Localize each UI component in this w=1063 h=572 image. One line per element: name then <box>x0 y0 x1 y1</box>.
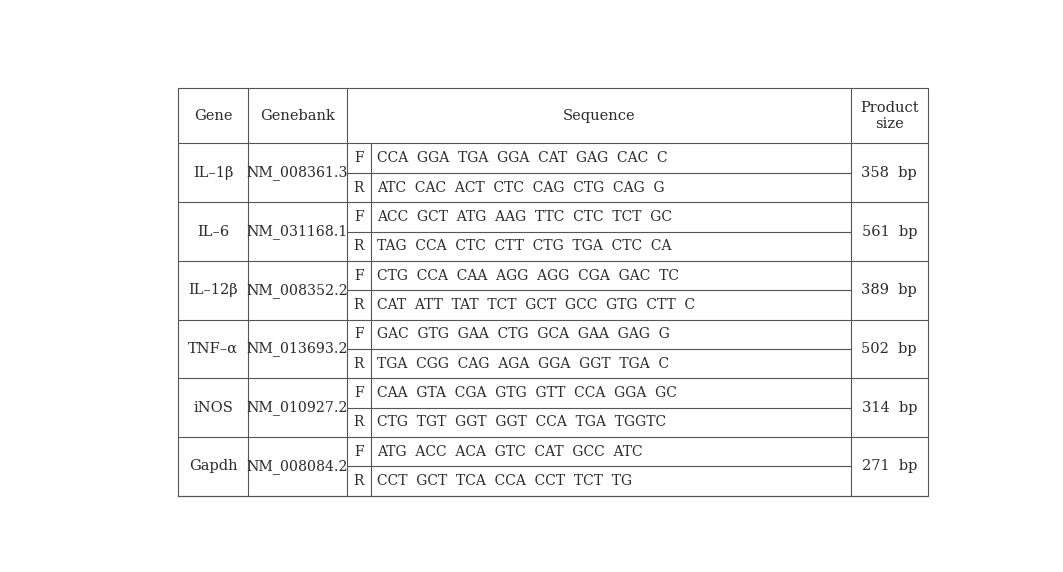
Text: F: F <box>354 327 364 341</box>
Text: CCA  GGA  TGA  GGA  CAT  GAG  CAC  C: CCA GGA TGA GGA CAT GAG CAC C <box>377 151 668 165</box>
Text: R: R <box>354 239 364 253</box>
Text: ATG  ACC  ACA  GTC  CAT  GCC  ATC: ATG ACC ACA GTC CAT GCC ATC <box>377 445 643 459</box>
Text: F: F <box>354 445 364 459</box>
Text: Gapdh: Gapdh <box>189 459 237 474</box>
Text: CAA  GTA  CGA  GTG  GTT  CCA  GGA  GC: CAA GTA CGA GTG GTT CCA GGA GC <box>377 386 677 400</box>
Text: R: R <box>354 298 364 312</box>
Text: IL–12β: IL–12β <box>188 283 238 297</box>
Text: CTG  TGT  GGT  GGT  CCA  TGA  TGGTC: CTG TGT GGT GGT CCA TGA TGGTC <box>377 415 667 430</box>
Text: TGA  CGG  CAG  AGA  GGA  GGT  TGA  C: TGA CGG CAG AGA GGA GGT TGA C <box>377 357 670 371</box>
Text: R: R <box>354 357 364 371</box>
Text: GAC  GTG  GAA  CTG  GCA  GAA  GAG  G: GAC GTG GAA CTG GCA GAA GAG G <box>377 327 671 341</box>
Text: F: F <box>354 386 364 400</box>
Text: F: F <box>354 210 364 224</box>
Text: 561  bp: 561 bp <box>861 225 917 239</box>
Text: CCT  GCT  TCA  CCA  CCT  TCT  TG: CCT GCT TCA CCA CCT TCT TG <box>377 474 632 488</box>
Text: 358  bp: 358 bp <box>861 166 917 180</box>
Text: F: F <box>354 269 364 283</box>
Text: Product
size: Product size <box>860 101 918 131</box>
Text: 389  bp: 389 bp <box>861 283 917 297</box>
Text: CAT  ATT  TAT  TCT  GCT  GCC  GTG  CTT  C: CAT ATT TAT TCT GCT GCC GTG CTT C <box>377 298 695 312</box>
Text: ATC  CAC  ACT  CTC  CAG  CTG  CAG  G: ATC CAC ACT CTC CAG CTG CAG G <box>377 181 665 194</box>
Text: TNF–α: TNF–α <box>188 342 238 356</box>
Text: 314  bp: 314 bp <box>861 401 917 415</box>
Text: NM_013693.2: NM_013693.2 <box>247 341 349 356</box>
Text: IL–6: IL–6 <box>197 225 230 239</box>
Text: NM_008352.2: NM_008352.2 <box>247 283 349 298</box>
Text: Genebank: Genebank <box>260 109 335 123</box>
Text: 502  bp: 502 bp <box>861 342 917 356</box>
Text: F: F <box>354 151 364 165</box>
Text: NM_031168.1: NM_031168.1 <box>247 224 348 239</box>
Text: CTG  CCA  CAA  AGG  AGG  CGA  GAC  TC: CTG CCA CAA AGG AGG CGA GAC TC <box>377 269 679 283</box>
Text: Gene: Gene <box>193 109 233 123</box>
Text: iNOS: iNOS <box>193 401 233 415</box>
Text: NM_008084.2: NM_008084.2 <box>247 459 349 474</box>
Text: Sequence: Sequence <box>562 109 635 123</box>
Text: NM_008361.3: NM_008361.3 <box>247 165 349 180</box>
Text: TAG  CCA  CTC  CTT  CTG  TGA  CTC  CA: TAG CCA CTC CTT CTG TGA CTC CA <box>377 239 672 253</box>
Text: R: R <box>354 474 364 488</box>
Text: 271  bp: 271 bp <box>862 459 917 474</box>
Text: NM_010927.2: NM_010927.2 <box>247 400 349 415</box>
Text: IL–1β: IL–1β <box>192 166 233 180</box>
Text: R: R <box>354 415 364 430</box>
Text: ACC  GCT  ATG  AAG  TTC  CTC  TCT  GC: ACC GCT ATG AAG TTC CTC TCT GC <box>377 210 673 224</box>
Text: R: R <box>354 181 364 194</box>
